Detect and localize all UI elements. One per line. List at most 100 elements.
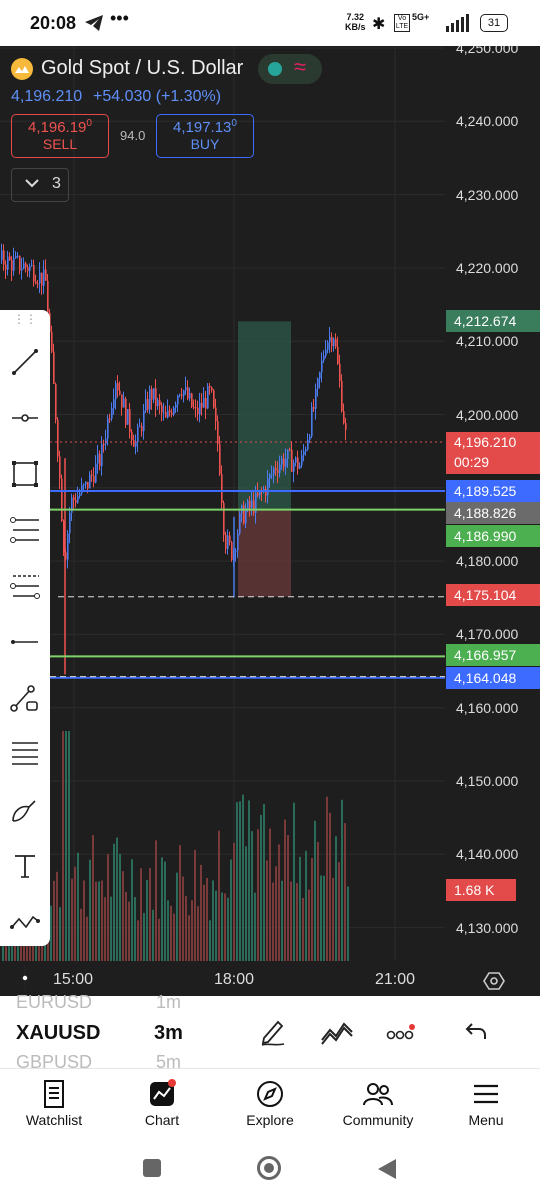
candle-body (283, 458, 285, 467)
candle-body (303, 451, 305, 456)
brush-tool-icon[interactable] (0, 782, 50, 838)
fib-retracement-tool-icon[interactable] (0, 502, 50, 558)
symbol-prev[interactable]: EURUSD (16, 992, 93, 1012)
more-options-icon[interactable] (386, 1024, 416, 1047)
nav-chart[interactable]: Chart (108, 1079, 216, 1128)
candle-body (33, 265, 35, 282)
candle-body (5, 264, 7, 270)
gold-logo-icon (11, 58, 33, 85)
drag-handle-icon[interactable]: ⋮⋮ (13, 312, 37, 326)
indicators-icon[interactable] (320, 1018, 354, 1051)
horizontal-line-tool-icon[interactable] (0, 614, 50, 670)
recents-icon[interactable] (143, 1159, 161, 1177)
parallel-lines-tool-icon[interactable] (0, 726, 50, 782)
timeframe-current[interactable]: 3m (154, 1022, 183, 1044)
status-time: 20:08 (30, 13, 77, 33)
trend-line-tool-icon[interactable] (0, 334, 50, 390)
candle-body (115, 383, 117, 400)
volume-bar (68, 731, 70, 961)
candle-body (271, 474, 273, 476)
timeframe-prev[interactable]: 1m (156, 992, 182, 1012)
y-tick-label: 4,220.000 (456, 259, 519, 276)
undo-icon[interactable] (464, 1020, 488, 1049)
telegram-icon (84, 14, 104, 37)
symbol-title[interactable]: Gold Spot / U.S. Dollar (41, 57, 244, 79)
candle-body (305, 449, 307, 452)
candle-body (131, 431, 133, 441)
volume-bar (191, 900, 193, 961)
candle-body (213, 390, 215, 408)
timeframe-next[interactable]: 5m (156, 1052, 182, 1072)
candle-body (21, 268, 23, 271)
volume-bar (170, 905, 172, 961)
candle-body (99, 453, 101, 467)
volume-bar (134, 896, 136, 961)
path-tool-icon[interactable] (0, 670, 50, 726)
volume-bar (53, 880, 55, 961)
fib-extension-tool-icon[interactable] (0, 558, 50, 614)
candle-body (139, 426, 141, 428)
nav-menu[interactable]: Menu (432, 1079, 540, 1128)
candle-body (293, 462, 295, 472)
candle-body (237, 533, 239, 551)
tag-take-profit: 4,212.674 (446, 310, 540, 332)
candle-body (239, 513, 241, 534)
buy-button[interactable]: 4,197.130 BUY (156, 114, 254, 158)
home-icon[interactable] (257, 1156, 281, 1180)
candle-body (65, 552, 67, 560)
candle-body (225, 535, 227, 550)
candle-body (151, 389, 153, 400)
volume-bar (158, 918, 160, 961)
candle-body (269, 474, 271, 479)
symbol-next[interactable]: GBPUSD (16, 1052, 93, 1072)
chart-area[interactable]: Gold Spot / U.S. Dollar ≈ 4,196.210 +54.… (0, 46, 540, 996)
text-tool-icon[interactable] (0, 838, 50, 894)
vertical-line-tool-icon[interactable] (0, 950, 50, 996)
volume-bar (80, 908, 82, 961)
candle-body (301, 455, 303, 466)
volume-bar (110, 896, 112, 961)
nav-explore[interactable]: Explore (216, 1079, 324, 1128)
candle-body (149, 389, 151, 410)
volume-bar (341, 799, 343, 961)
candle-body (125, 398, 127, 425)
candle-body (155, 388, 157, 407)
pattern-tool-icon[interactable] (0, 894, 50, 950)
candle-body (279, 464, 281, 473)
volume-bar (113, 843, 115, 961)
market-status[interactable]: ≈ (258, 54, 322, 84)
symbol-current[interactable]: XAUUSD (16, 1022, 101, 1044)
volume-bar (185, 895, 187, 961)
candle-body (297, 457, 299, 469)
battery-icon: 31 (480, 14, 508, 32)
pencil-icon[interactable] (258, 1016, 288, 1051)
indicators-toggle[interactable]: 3 (11, 168, 69, 202)
chart-settings-icon[interactable] (483, 970, 505, 996)
nav-watchlist[interactable]: Watchlist (0, 1079, 108, 1128)
tag-current-price: 4,196.210 00:29 (446, 432, 540, 474)
chevron-down-icon (24, 175, 40, 196)
candle-body (267, 478, 269, 496)
candle-body (273, 468, 275, 475)
hamburger-icon (474, 1084, 498, 1104)
candle-body (41, 272, 43, 286)
candle-body (77, 496, 79, 503)
volume-bar (155, 840, 157, 961)
candle-body (281, 458, 283, 465)
volume-bar (305, 850, 307, 961)
volume-bar (272, 882, 274, 961)
horizontal-ray-tool-icon[interactable] (0, 390, 50, 446)
candle-body (29, 265, 31, 272)
candle-body (93, 475, 95, 483)
candle-body (13, 257, 15, 271)
more-dots-icon: ••• (110, 8, 129, 28)
sell-button[interactable]: 4,196.190 SELL (11, 114, 109, 158)
rectangle-tool-icon[interactable] (0, 446, 50, 502)
candle-body (195, 407, 197, 409)
spread: 94.0 (120, 128, 146, 143)
y-tick-label: 4,210.000 (456, 333, 519, 350)
back-icon[interactable] (376, 1157, 398, 1186)
candle-body (97, 453, 99, 464)
volume-bar (215, 890, 217, 961)
nav-community[interactable]: Community (324, 1079, 432, 1128)
